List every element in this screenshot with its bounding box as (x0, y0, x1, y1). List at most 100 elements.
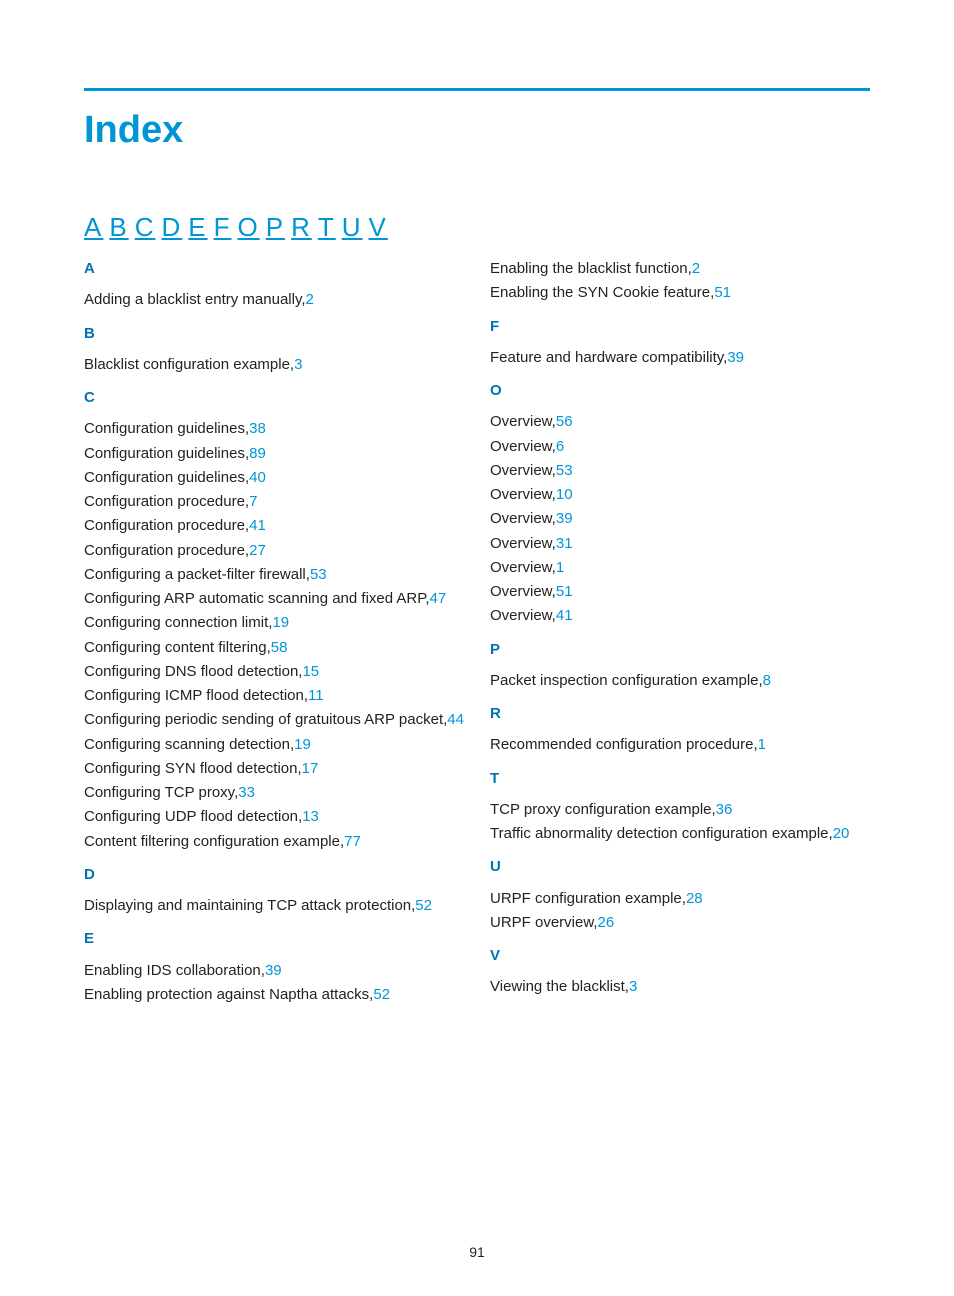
index-entry-text: Content filtering configuration example, (84, 833, 344, 850)
index-entry-page-link[interactable]: 20 (833, 825, 850, 842)
nav-letter-p[interactable]: P (266, 212, 285, 242)
index-entry: Viewing the blacklist,3 (490, 975, 870, 998)
nav-letter-o[interactable]: O (237, 212, 259, 242)
index-entry: Configuring scanning detection,19 (84, 733, 464, 756)
index-entry-text: Overview, (490, 559, 556, 576)
index-entry: Blacklist configuration example,3 (84, 353, 464, 376)
section-heading-d: D (84, 863, 464, 886)
index-entry-text: Configuring content filtering, (84, 639, 271, 656)
nav-letter-t[interactable]: T (318, 212, 336, 242)
section-heading-c: C (84, 386, 464, 409)
index-entry-text: Enabling protection against Naptha attac… (84, 986, 373, 1003)
index-entry: Configuring DNS flood detection,15 (84, 660, 464, 683)
index-entry-page-link[interactable]: 27 (249, 542, 266, 559)
index-entry-page-link[interactable]: 13 (302, 808, 319, 825)
index-entry-page-link[interactable]: 10 (556, 486, 573, 503)
section-heading-e: E (84, 927, 464, 950)
index-entry-page-link[interactable]: 41 (556, 607, 573, 624)
index-entry: Configuring TCP proxy,33 (84, 781, 464, 804)
index-entry-page-link[interactable]: 89 (249, 445, 266, 462)
nav-letter-v[interactable]: V (369, 212, 388, 242)
nav-letter-e[interactable]: E (188, 212, 207, 242)
index-entry-page-link[interactable]: 1 (556, 559, 564, 576)
index-entry: Configuring periodic sending of gratuito… (84, 708, 464, 731)
index-entry-page-link[interactable]: 39 (265, 962, 282, 979)
index-entry-page-link[interactable]: 28 (686, 890, 703, 907)
index-entry: Configuring ARP automatic scanning and f… (84, 587, 464, 610)
nav-letter-f[interactable]: F (214, 212, 232, 242)
index-entry-page-link[interactable]: 33 (238, 784, 255, 801)
index-entry: Overview,39 (490, 507, 870, 530)
nav-letter-r[interactable]: R (291, 212, 312, 242)
nav-letter-a[interactable]: A (84, 212, 103, 242)
index-entry-text: Feature and hardware compatibility, (490, 349, 727, 366)
index-entry-text: Overview, (490, 413, 556, 430)
index-entry-page-link[interactable]: 58 (271, 639, 288, 656)
index-entry-page-link[interactable]: 41 (249, 517, 266, 534)
index-entry: Configuring ICMP flood detection,11 (84, 684, 464, 707)
index-entry-page-link[interactable]: 11 (308, 687, 324, 704)
index-entry: Configuring connection limit,19 (84, 611, 464, 634)
index-entry-page-link[interactable]: 19 (294, 736, 311, 753)
index-columns: A Adding a blacklist entry manually,2 B Bla… (84, 257, 870, 1017)
index-entry-page-link[interactable]: 31 (556, 535, 573, 552)
index-entry: Overview,10 (490, 483, 870, 506)
index-entry-page-link[interactable]: 77 (344, 833, 361, 850)
index-entry: Configuration guidelines,40 (84, 466, 464, 489)
index-entry-page-link[interactable]: 19 (272, 614, 289, 631)
nav-letter-d[interactable]: D (161, 212, 182, 242)
index-entry-page-link[interactable]: 39 (727, 349, 744, 366)
index-entry-page-link[interactable]: 15 (302, 663, 319, 680)
index-entry: Configuring a packet-filter firewall,53 (84, 563, 464, 586)
index-entry-page-link[interactable]: 51 (556, 583, 573, 600)
index-entry-page-link[interactable]: 3 (294, 356, 302, 373)
nav-letter-u[interactable]: U (342, 212, 363, 242)
index-entry-page-link[interactable]: 17 (302, 760, 319, 777)
index-entry-page-link[interactable]: 52 (373, 986, 390, 1003)
index-entry-page-link[interactable]: 38 (249, 420, 266, 437)
index-entry-page-link[interactable]: 2 (306, 291, 314, 308)
index-entry-page-link[interactable]: 53 (556, 462, 573, 479)
section-heading-r: R (490, 702, 870, 725)
index-entry-page-link[interactable]: 1 (758, 736, 766, 753)
index-entry-text: Configuring periodic sending of gratuito… (84, 711, 447, 728)
index-entry: Configuration guidelines,89 (84, 442, 464, 465)
index-entry-page-link[interactable]: 53 (310, 566, 327, 583)
index-entry-page-link[interactable]: 52 (415, 897, 432, 914)
nav-letter-b[interactable]: B (109, 212, 128, 242)
index-entry-page-link[interactable]: 26 (598, 914, 615, 931)
index-entry: Content filtering configuration example,… (84, 830, 464, 853)
index-entry-page-link[interactable]: 47 (430, 590, 447, 607)
index-entry-text: Overview, (490, 510, 556, 527)
index-entry-page-link[interactable]: 56 (556, 413, 573, 430)
index-entry-text: Configuration guidelines, (84, 445, 249, 462)
index-entry-text: Configuring ICMP flood detection, (84, 687, 308, 704)
index-entry-page-link[interactable]: 7 (249, 493, 257, 510)
section-heading-a: A (84, 257, 464, 280)
index-entry: Packet inspection configuration example,… (490, 669, 870, 692)
index-entry-page-link[interactable]: 40 (249, 469, 266, 486)
section-heading-u: U (490, 855, 870, 878)
index-entry: Overview,6 (490, 435, 870, 458)
index-entry-text: Blacklist configuration example, (84, 356, 294, 373)
index-entry-page-link[interactable]: 44 (447, 711, 464, 728)
index-entry-page-link[interactable]: 3 (629, 978, 637, 995)
index-entry-text: Overview, (490, 607, 556, 624)
index-entry-text: Configuring DNS flood detection, (84, 663, 302, 680)
index-entry-page-link[interactable]: 2 (692, 260, 700, 277)
nav-letter-c[interactable]: C (135, 212, 156, 242)
index-entry-page-link[interactable]: 36 (716, 801, 733, 818)
index-entry-text: Configuration procedure, (84, 493, 249, 510)
index-entry-page-link[interactable]: 51 (714, 284, 731, 301)
page-title: Index (84, 109, 870, 152)
index-entry-text: Overview, (490, 535, 556, 552)
index-entry: Traffic abnormality detection configurat… (490, 822, 870, 845)
index-entry-text: Enabling the SYN Cookie feature, (490, 284, 714, 301)
section-heading-b: B (84, 322, 464, 345)
index-entry-page-link[interactable]: 8 (763, 672, 771, 689)
index-entry: Adding a blacklist entry manually,2 (84, 288, 464, 311)
index-entry-page-link[interactable]: 6 (556, 438, 564, 455)
index-entry-page-link[interactable]: 39 (556, 510, 573, 527)
index-entry-text: Configuration procedure, (84, 542, 249, 559)
index-entry-text: Packet inspection configuration example, (490, 672, 763, 689)
